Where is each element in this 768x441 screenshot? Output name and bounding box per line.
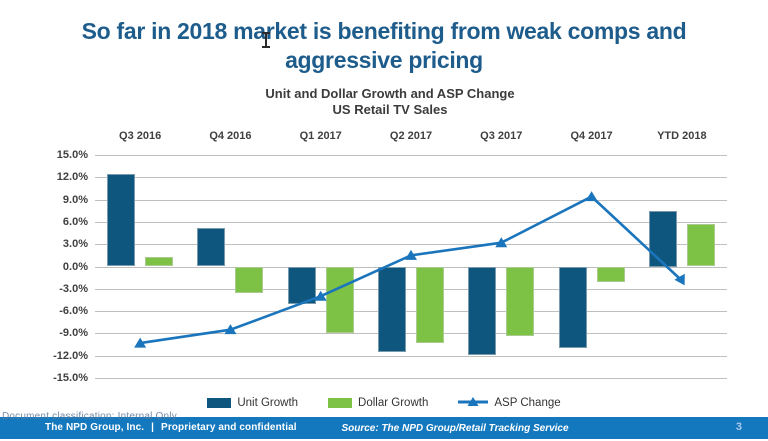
legend-item-unit-growth[interactable]: Unit Growth: [207, 397, 298, 409]
legend-item-dollar-growth[interactable]: Dollar Growth: [328, 397, 428, 409]
bar-unit-growth[interactable]: [107, 173, 136, 267]
category-label: Q1 2017: [299, 130, 342, 142]
y-axis-tick-label: -12.0%: [53, 349, 88, 362]
line-marker-triangle-icon: [314, 290, 327, 301]
bar-unit-growth[interactable]: [468, 266, 497, 355]
line-marker-triangle-icon: [224, 324, 237, 335]
bar-unit-growth[interactable]: [197, 227, 226, 267]
line-marker-triangle-icon: [495, 237, 508, 248]
gridline: [95, 333, 727, 335]
category-label: Q4 2016: [209, 130, 252, 142]
category-label: Q4 2017: [570, 130, 613, 142]
bar-unit-growth[interactable]: [558, 266, 587, 349]
y-axis-tick-label: 6.0%: [62, 215, 88, 228]
legend-label-unit-growth: Unit Growth: [237, 397, 299, 409]
y-axis-tick-label: 15.0%: [56, 149, 88, 161]
chart-subtitle: US Retail TV Sales: [332, 102, 448, 117]
category-label: Q2 2017: [389, 130, 433, 142]
legend-label-asp-change: ASP Change: [494, 397, 561, 409]
footer-note: Proprietary and confidential: [161, 422, 297, 433]
line-marker-triangle-icon: [674, 273, 685, 286]
y-axis-tick-label: 9.0%: [62, 193, 88, 206]
footer-separator: |: [151, 422, 155, 433]
dollar-growth-swatch-icon: [328, 398, 353, 408]
footer-bar: [0, 417, 768, 439]
category-label: YTD 2018: [657, 130, 707, 142]
page-number: 3: [735, 421, 742, 433]
y-axis-tick-label: -9.0%: [59, 327, 88, 340]
gridline: [95, 311, 727, 313]
y-axis-tick-label: 12.0%: [56, 171, 88, 184]
bar-dollar-growth[interactable]: [235, 266, 264, 294]
line-marker-triangle-icon: [585, 191, 598, 202]
page-title[interactable]: So far in 2018 market is benefiting from…: [81, 18, 687, 73]
bar-dollar-growth[interactable]: [145, 256, 174, 267]
y-axis-tick-label: -15.0%: [53, 372, 88, 384]
bar-dollar-growth[interactable]: [686, 224, 715, 267]
bar-dollar-growth[interactable]: [506, 266, 535, 336]
chart-legend[interactable]: Unit Growth Dollar Growth ASP Change: [0, 395, 768, 411]
gridline: [95, 266, 727, 268]
footer-org: The NPD Group, Inc.: [45, 422, 145, 433]
bar-dollar-growth[interactable]: [416, 266, 444, 344]
gridline: [95, 177, 727, 179]
asp-line-marker-icon: [458, 396, 489, 411]
y-axis-tick-label: -3.0%: [59, 282, 88, 295]
chart-title: Unit and Dollar Growth and ASP Change: [265, 86, 515, 101]
bar-dollar-growth[interactable]: [325, 266, 354, 333]
category-label: Q3 2017: [480, 130, 523, 142]
gridline: [95, 155, 727, 156]
unit-growth-swatch-icon: [207, 398, 232, 408]
footer-source: Source: The NPD Group/Retail Tracking Se…: [341, 423, 569, 434]
footer-left-text: The NPD Group, Inc. | Proprietary and conf…: [45, 422, 297, 433]
gridline: [95, 288, 727, 290]
gridline: [95, 378, 727, 379]
line-marker-triangle-icon: [405, 249, 417, 260]
category-label: Q3 2016: [119, 130, 162, 142]
gridline: [95, 244, 727, 246]
bar-dollar-growth[interactable]: [596, 266, 625, 283]
bar-unit-growth[interactable]: [378, 266, 406, 352]
bar-unit-growth[interactable]: [648, 210, 677, 267]
text-cursor-ibeam: [262, 32, 270, 48]
gridline: [95, 199, 727, 201]
line-marker-triangle-icon: [134, 337, 147, 348]
y-axis-tick-label: 3.0%: [62, 238, 88, 251]
gridline: [95, 221, 727, 223]
y-axis-tick-label: -6.0%: [59, 305, 88, 318]
legend-label-dollar-growth: Dollar Growth: [358, 397, 429, 409]
chart-header: Unit and Dollar Growth and ASP Change US…: [12, 86, 768, 118]
gridline: [95, 355, 727, 357]
legend-item-asp-change[interactable]: ASP Change: [458, 396, 561, 411]
watermark-classification: Document classification: Internal Only: [2, 411, 177, 422]
y-axis-tick-label: 0.0%: [62, 260, 88, 273]
